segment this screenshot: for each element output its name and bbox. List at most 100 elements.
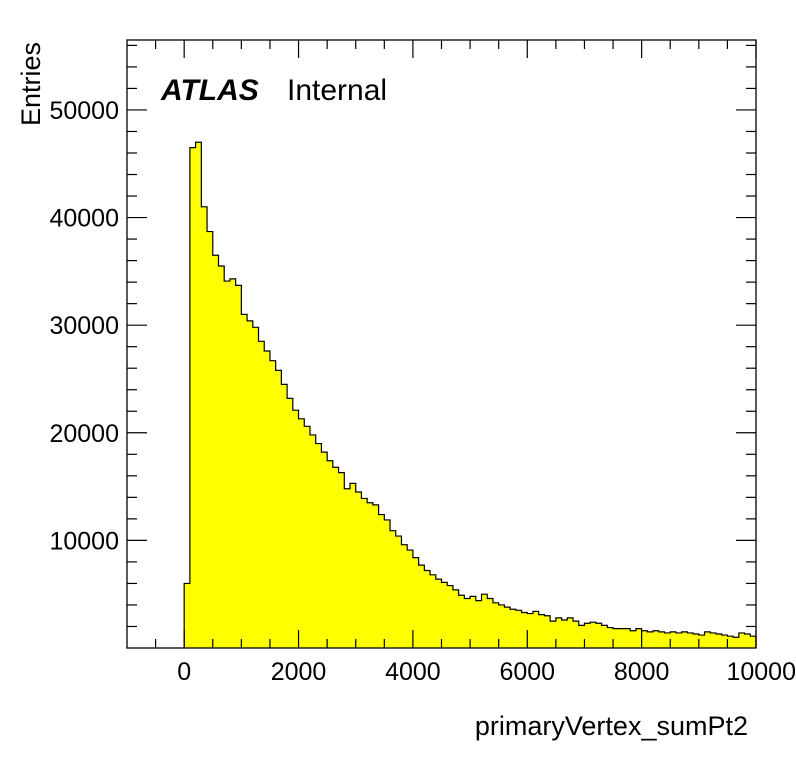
histogram-bin <box>384 519 391 648</box>
histogram-bin <box>521 612 528 648</box>
histogram-bin <box>601 625 608 648</box>
histogram-bin <box>613 628 620 648</box>
histogram-bin <box>247 320 254 648</box>
histogram-bin <box>527 613 534 648</box>
histogram-bin <box>687 632 694 648</box>
histogram-bin <box>195 142 202 648</box>
histogram-bin <box>212 255 219 648</box>
histogram-bin <box>630 630 637 648</box>
histogram-bin <box>675 632 682 648</box>
histogram-bin <box>447 585 454 648</box>
x-tick-label: 4000 <box>385 658 441 686</box>
status-label: Internal <box>287 74 387 107</box>
histogram-bin <box>590 622 597 648</box>
y-tick-label: 50000 <box>49 97 119 125</box>
histogram-bin <box>487 598 494 648</box>
y-tick-label: 20000 <box>49 420 119 448</box>
x-tick-labels: 0 2000 4000 6000 8000 10000 <box>177 658 796 686</box>
histogram-bin <box>264 350 271 648</box>
histogram-bin <box>241 314 248 648</box>
histogram-bin <box>704 631 711 648</box>
histogram-bin <box>201 206 208 649</box>
histogram-bin <box>664 632 671 648</box>
x-tick-label: 10000 <box>726 658 796 686</box>
histogram-bin <box>515 610 522 648</box>
histogram-bin <box>470 596 477 648</box>
histogram-bin <box>550 621 557 648</box>
histogram-bin <box>693 634 700 648</box>
histogram-bin <box>407 550 414 648</box>
histogram-bin <box>578 625 585 648</box>
histogram-bin <box>430 574 437 648</box>
experiment-label: ATLAS <box>160 74 259 107</box>
histogram-bin <box>452 589 459 648</box>
histogram-bin <box>721 635 728 648</box>
histogram-bin <box>504 607 511 648</box>
x-tick-label: 0 <box>177 658 191 686</box>
histogram-bin <box>292 410 299 648</box>
histogram-bin <box>401 544 408 648</box>
histogram-bin <box>378 514 385 648</box>
histogram-bin <box>475 600 482 648</box>
x-tick-label: 6000 <box>499 658 555 686</box>
histogram-bin <box>332 467 339 648</box>
histogram-bin <box>653 630 660 648</box>
histogram-bin <box>670 631 677 648</box>
histogram-bin <box>298 418 305 648</box>
histogram-bin <box>418 565 425 648</box>
histogram-bin <box>555 617 562 648</box>
histogram-bin <box>269 360 276 648</box>
histogram-bin <box>412 557 419 648</box>
histogram-bin <box>218 265 225 648</box>
histogram-bin <box>424 570 431 648</box>
x-tick-label: 2000 <box>271 658 327 686</box>
histogram-bin <box>624 628 631 648</box>
histogram-bin <box>338 472 345 648</box>
histogram-bin <box>658 631 665 648</box>
histogram-bin <box>492 602 499 648</box>
histogram-bin <box>458 595 465 648</box>
histogram-bin <box>498 604 505 648</box>
histogram-bin <box>744 634 751 648</box>
histogram-bin <box>561 620 568 648</box>
histogram-bin <box>315 443 322 648</box>
histogram-bin <box>618 628 625 648</box>
histogram-bin <box>464 598 471 648</box>
histogram-bin <box>573 621 580 648</box>
histogram-bin <box>281 384 288 648</box>
histogram-bin <box>750 636 757 648</box>
histogram-bin <box>715 634 722 648</box>
histogram-bin <box>481 594 488 648</box>
y-tick-label: 40000 <box>49 205 119 233</box>
histogram-bin <box>538 614 545 648</box>
y-axis-title: Entries <box>16 42 46 126</box>
histogram-bin <box>395 536 402 648</box>
histogram-bin <box>252 327 259 648</box>
histogram-bin <box>607 627 614 648</box>
histogram-bin <box>635 628 642 648</box>
histogram-bin <box>532 611 540 648</box>
histogram-bin <box>287 398 294 648</box>
histogram-bin <box>184 583 191 648</box>
axis-ticks <box>127 40 757 648</box>
histogram-bin <box>595 623 602 648</box>
histogram-bin <box>698 635 705 648</box>
histogram-bin <box>207 231 214 648</box>
histogram-bin <box>647 631 654 648</box>
histogram-bin <box>321 452 328 648</box>
histogram-outline <box>183 141 757 648</box>
histogram-bin <box>367 502 374 648</box>
histogram-bin <box>710 632 717 648</box>
y-tick-label: 10000 <box>49 527 119 555</box>
x-axis-title: primaryVertex_sumPt2 <box>475 711 748 741</box>
x-tick-label: 8000 <box>614 658 670 686</box>
histogram-bin <box>435 579 442 648</box>
histogram-bin <box>733 637 740 648</box>
histogram-bin <box>304 426 311 648</box>
histogram-bin <box>344 488 351 648</box>
histogram-bin <box>510 609 517 648</box>
histogram-bin <box>738 632 745 648</box>
histogram-bin <box>258 341 265 648</box>
histogram-bin <box>229 278 236 648</box>
